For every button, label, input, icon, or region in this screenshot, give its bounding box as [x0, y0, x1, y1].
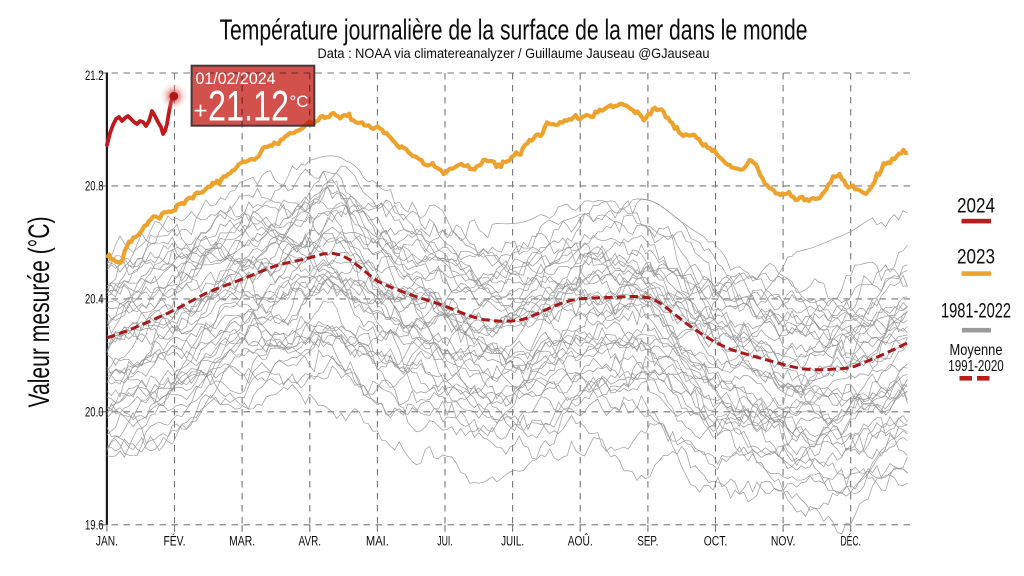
svg-text:JAN.: JAN. — [96, 534, 118, 549]
svg-text:SEP.: SEP. — [637, 534, 658, 549]
svg-text:DÉC.: DÉC. — [840, 534, 861, 549]
svg-text:1991-2020: 1991-2020 — [948, 358, 1004, 375]
svg-text:20.4: 20.4 — [85, 291, 104, 307]
svg-text:FÉV.: FÉV. — [164, 534, 186, 549]
svg-text:JUI.: JUI. — [437, 534, 453, 549]
svg-text:01/02/2024: 01/02/2024 — [196, 70, 276, 88]
svg-text:1981-2022: 1981-2022 — [941, 299, 1011, 323]
svg-text:Valeur mesurée (°C): Valeur mesurée (°C) — [23, 217, 56, 408]
svg-text:+: + — [194, 98, 208, 125]
svg-text:19.6: 19.6 — [85, 517, 104, 533]
svg-text:MAR.: MAR. — [229, 534, 255, 549]
svg-text:21.2: 21.2 — [85, 67, 104, 83]
svg-text:AVR.: AVR. — [299, 534, 322, 549]
svg-text:21.12: 21.12 — [208, 84, 289, 131]
svg-text:Data : NOAA via climatereanaly: Data : NOAA via climatereanalyzer / Guil… — [318, 45, 710, 61]
svg-text:Moyenne: Moyenne — [950, 342, 1003, 359]
svg-text:MAI.: MAI. — [366, 534, 389, 549]
svg-text:Température journalière de la: Température journalière de la surface de… — [220, 15, 808, 47]
svg-text:20.8: 20.8 — [85, 178, 104, 194]
svg-text:°C: °C — [290, 92, 309, 111]
svg-text:NOV.: NOV. — [771, 534, 796, 549]
svg-text:2024: 2024 — [957, 194, 995, 218]
svg-text:JUIL.: JUIL. — [501, 534, 524, 549]
svg-text:20.0: 20.0 — [85, 404, 104, 420]
svg-text:OCT.: OCT. — [704, 534, 728, 549]
svg-text:AOÛ.: AOÛ. — [568, 534, 593, 549]
svg-text:2023: 2023 — [957, 245, 995, 269]
